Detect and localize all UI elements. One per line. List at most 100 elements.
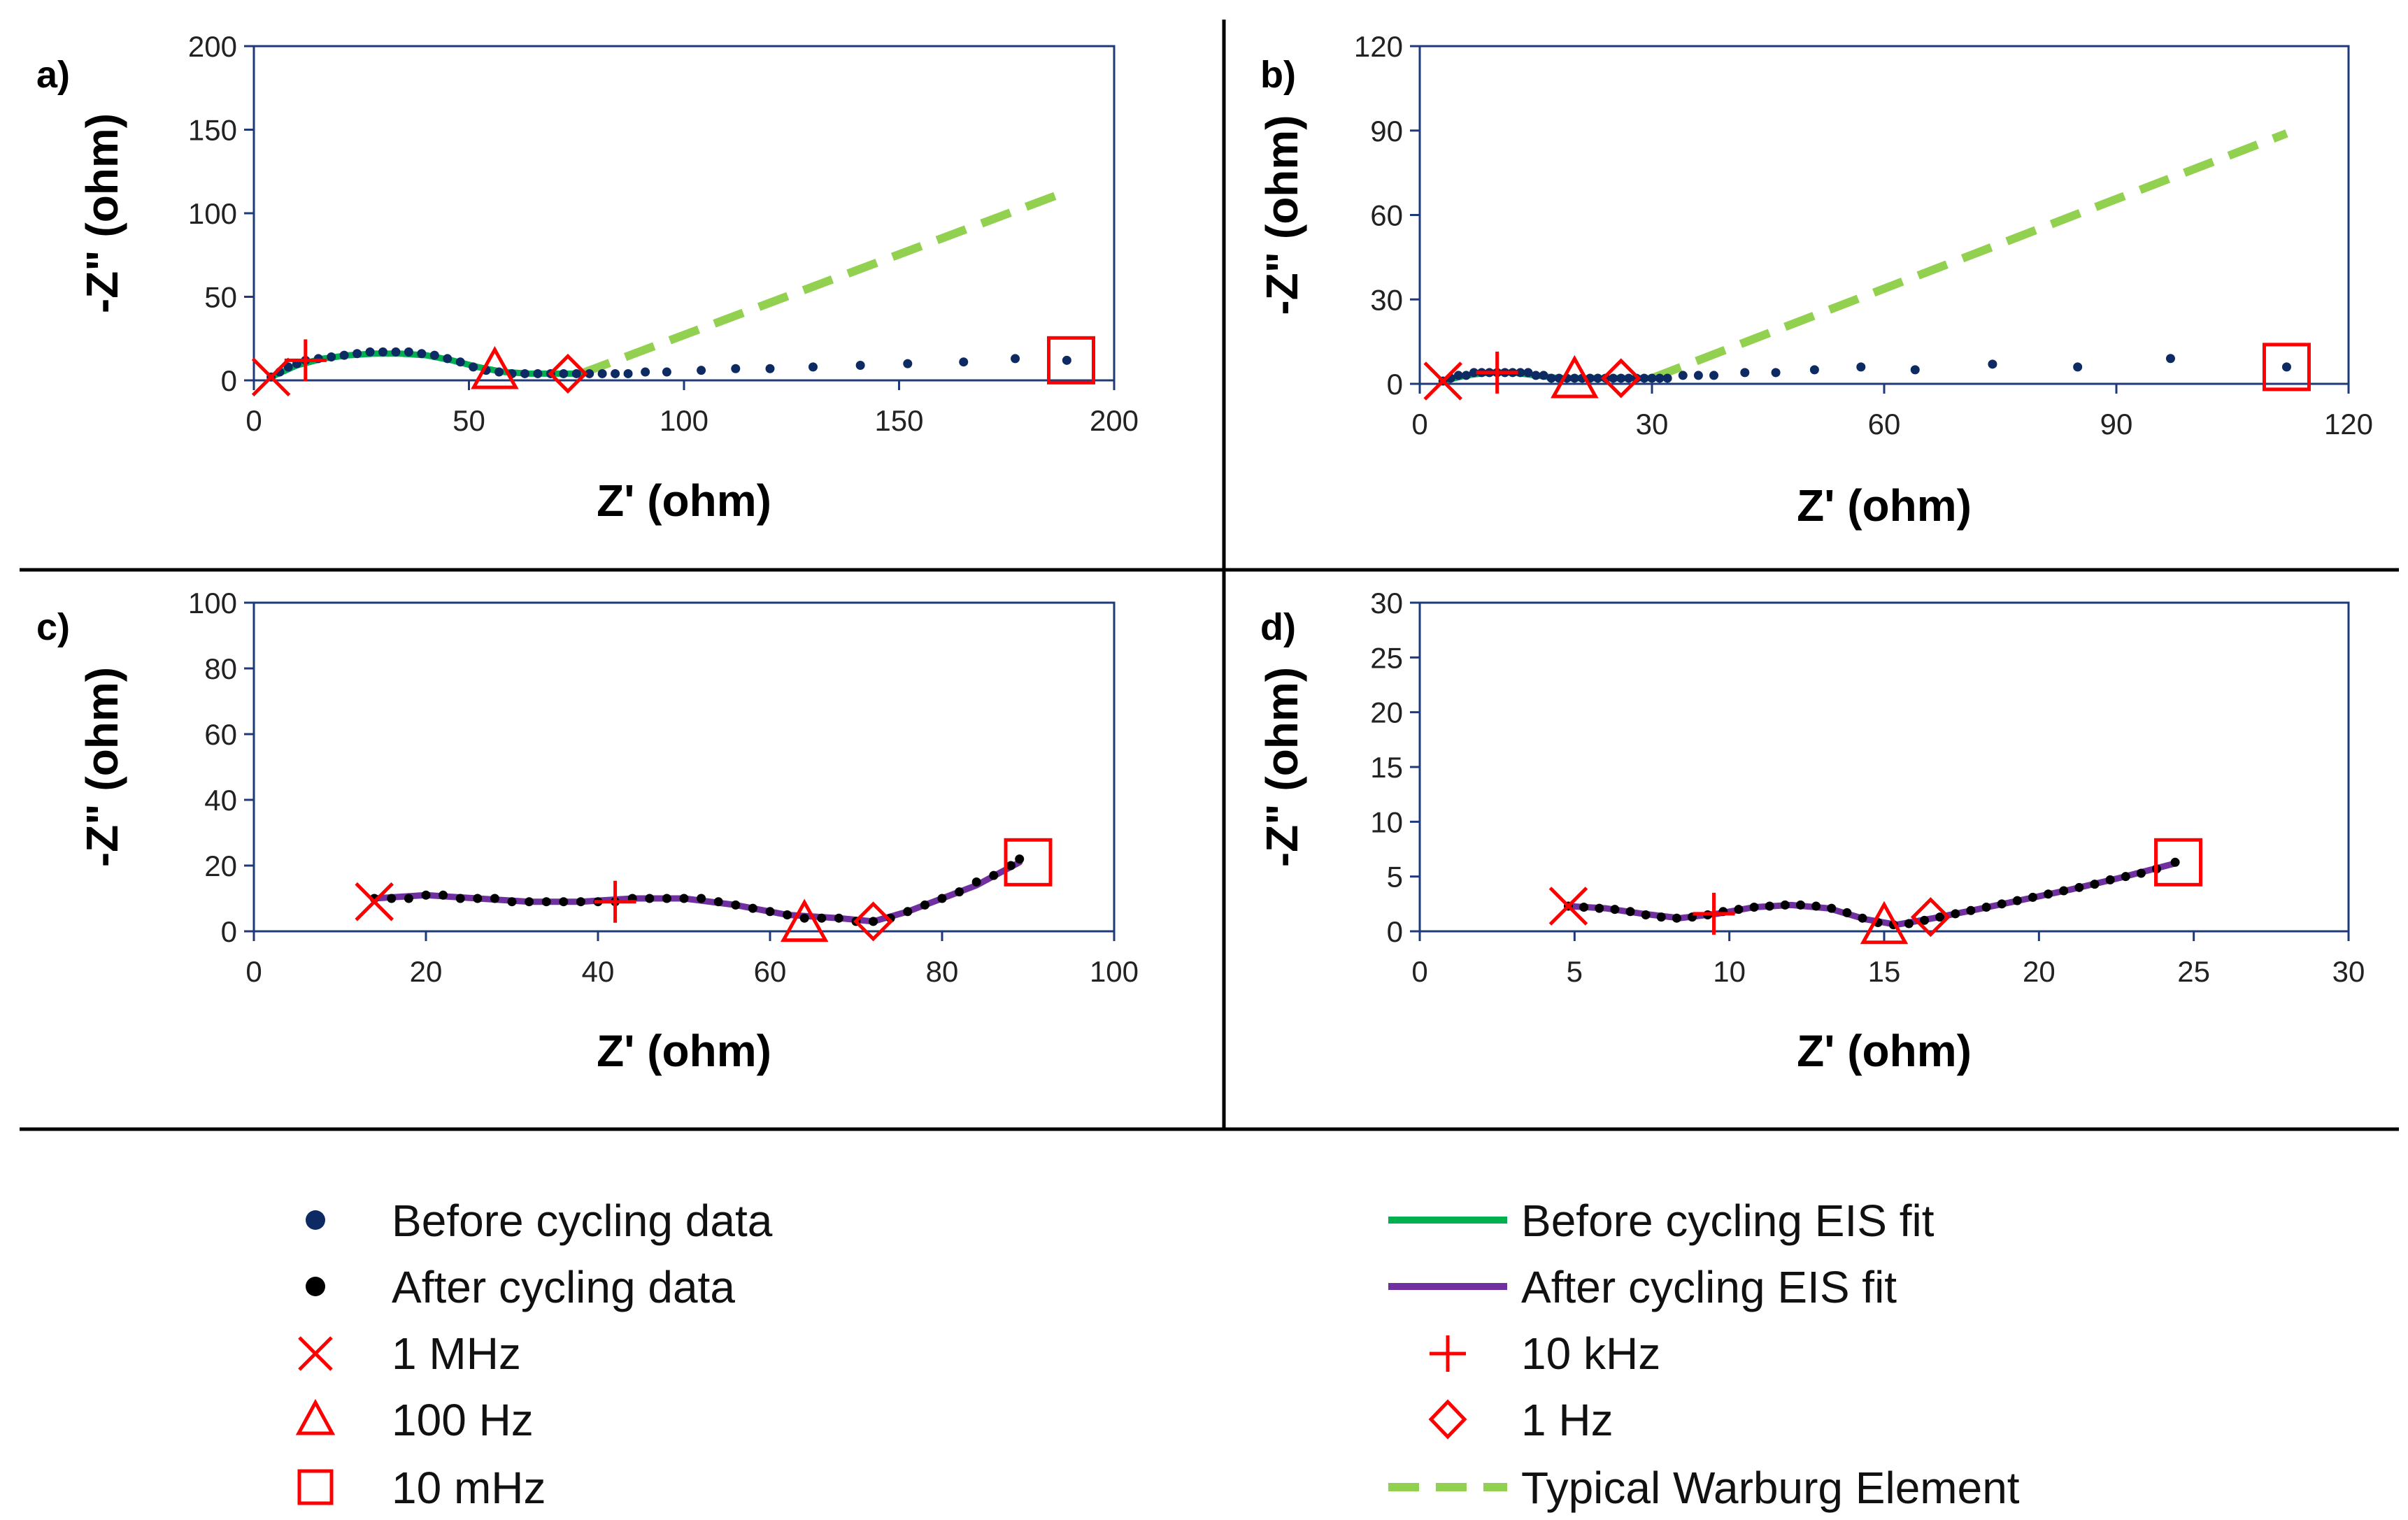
marker-100hz-b bbox=[1551, 354, 1599, 399]
data-point-b-24 bbox=[1624, 373, 1634, 383]
data-point-d-28 bbox=[1997, 899, 2007, 909]
x-tick-label-d-5: 25 bbox=[2177, 955, 2210, 988]
data-point-c-20 bbox=[713, 897, 723, 907]
data-point-a-19 bbox=[494, 367, 504, 377]
data-series-a bbox=[266, 347, 1071, 382]
marker-10mhz-c bbox=[1004, 838, 1053, 887]
legend-after-fit-label: After cycling EIS fit bbox=[1521, 1262, 1897, 1312]
data-point-d-14 bbox=[1780, 900, 1790, 910]
x-tick-label-d-3: 15 bbox=[1868, 955, 1901, 988]
panel-b: 0 30 60 90 120 0 30 60 90 120 b) Z' (ohm) -Z" (ohm) bbox=[1257, 30, 2373, 531]
x-tick-label-c-2: 40 bbox=[582, 955, 615, 988]
x-tick-label-a-4: 200 bbox=[1090, 404, 1139, 437]
x-tick-label-b-1: 30 bbox=[1636, 408, 1669, 440]
data-point-a-13 bbox=[417, 349, 427, 359]
data-point-a-31 bbox=[662, 367, 671, 377]
y-tick-label-b-4: 120 bbox=[1354, 30, 1403, 63]
data-point-a-30 bbox=[641, 367, 650, 377]
data-point-b-28 bbox=[1655, 373, 1665, 383]
data-point-a-38 bbox=[959, 357, 969, 367]
panel-label-d: d) bbox=[1260, 606, 1296, 648]
y-tick-label-a-1: 50 bbox=[204, 281, 237, 314]
data-point-d-23 bbox=[1920, 915, 1930, 925]
x-tick-label-a-3: 150 bbox=[874, 404, 923, 437]
data-point-a-27 bbox=[597, 368, 607, 378]
data-point-c-38 bbox=[1015, 854, 1025, 864]
x-axis-title-c: Z' (ohm) bbox=[597, 1026, 771, 1076]
legend: Before cycling data After cycling data 1… bbox=[295, 1196, 2020, 1513]
data-point-d-1 bbox=[1579, 903, 1589, 912]
y-tick-label-a-3: 150 bbox=[188, 114, 237, 147]
data-point-c-36 bbox=[989, 870, 999, 880]
data-point-c-22 bbox=[748, 903, 757, 913]
y-tick-label-c-5: 100 bbox=[188, 587, 237, 619]
marker-100hz-a bbox=[471, 345, 519, 389]
marker-100hz-d bbox=[1860, 901, 1909, 945]
data-point-c-19 bbox=[697, 894, 706, 903]
data-point-c-11 bbox=[559, 897, 569, 907]
x-tick-label-a-1: 50 bbox=[453, 404, 485, 437]
legend-10mhz-square-icon bbox=[297, 1469, 334, 1505]
legend-10khz-label: 10 kHz bbox=[1521, 1328, 1660, 1379]
data-point-a-17 bbox=[469, 362, 478, 372]
marker-1mhz-stroke-b-a bbox=[251, 357, 291, 396]
x-tick-label-b-4: 120 bbox=[2324, 408, 2373, 440]
data-point-b-17 bbox=[1569, 373, 1579, 383]
data-point-b-3 bbox=[1461, 371, 1471, 380]
y-axis-title-d: -Z" (ohm) bbox=[1257, 667, 1307, 867]
marker-10mhz-b bbox=[2262, 343, 2311, 392]
data-point-c-37 bbox=[1006, 861, 1016, 870]
data-point-c-23 bbox=[765, 907, 775, 917]
data-point-c-27 bbox=[834, 913, 843, 923]
data-point-a-33 bbox=[731, 364, 741, 373]
data-point-d-27 bbox=[1981, 903, 1991, 912]
data-point-c-9 bbox=[525, 897, 534, 907]
marker-10khz-b bbox=[1476, 351, 1518, 394]
x-axis-title-b: Z' (ohm) bbox=[1797, 480, 1972, 531]
y-tick-label-a-4: 200 bbox=[188, 30, 237, 63]
legend-before-fit-label: Before cycling EIS fit bbox=[1521, 1196, 1935, 1246]
x-tick-label-d-6: 30 bbox=[2332, 955, 2365, 988]
data-series-b bbox=[1438, 354, 2291, 386]
warburg-line-b bbox=[1650, 129, 2288, 382]
data-point-c-25 bbox=[799, 913, 809, 923]
data-point-d-34 bbox=[2090, 880, 2100, 889]
legend-1mhz-label: 1 MHz bbox=[392, 1328, 521, 1379]
x-tick-label-b-2: 60 bbox=[1868, 408, 1901, 440]
data-point-b-10 bbox=[1516, 368, 1525, 378]
legend-before-data-swatch bbox=[306, 1210, 325, 1230]
data-point-a-16 bbox=[455, 357, 465, 367]
data-point-d-17 bbox=[1827, 903, 1837, 913]
data-point-c-1 bbox=[387, 894, 397, 903]
y-tick-label-d-1: 5 bbox=[1387, 861, 1403, 894]
data-point-a-8 bbox=[352, 349, 362, 359]
data-point-c-31 bbox=[903, 907, 913, 917]
data-point-b-34 bbox=[1771, 368, 1781, 378]
data-point-c-2 bbox=[404, 894, 413, 903]
data-point-d-35 bbox=[2105, 875, 2115, 884]
data-point-b-36 bbox=[1856, 362, 1866, 372]
data-point-a-39 bbox=[1011, 354, 1020, 364]
data-point-c-17 bbox=[662, 894, 671, 903]
data-point-a-36 bbox=[855, 360, 865, 370]
data-point-d-6 bbox=[1656, 912, 1666, 922]
y-tick-label-d-5: 25 bbox=[1370, 641, 1403, 674]
legend-100hz-triangle-icon bbox=[295, 1398, 336, 1435]
panel-c: 0 20 40 60 80 100 0 20 40 60 80 100 c) Z' (ohm) -Z" (o… bbox=[36, 587, 1139, 1076]
x-tick-label-d-0: 0 bbox=[1411, 955, 1427, 988]
data-point-c-32 bbox=[920, 900, 929, 910]
data-point-d-32 bbox=[2059, 886, 2069, 896]
data-point-d-31 bbox=[2044, 889, 2053, 899]
data-point-d-24 bbox=[1935, 912, 1945, 922]
marker-1hz-b bbox=[1601, 358, 1641, 399]
data-point-c-18 bbox=[679, 894, 689, 903]
data-point-c-3 bbox=[421, 890, 431, 900]
y-tick-label-d-3: 15 bbox=[1370, 751, 1403, 784]
plot-frame-b bbox=[1418, 45, 2350, 385]
data-point-a-2 bbox=[283, 362, 293, 372]
data-point-b-11 bbox=[1523, 368, 1533, 378]
x-tick-label-c-4: 80 bbox=[926, 955, 959, 988]
data-point-d-4 bbox=[1625, 907, 1635, 917]
data-point-b-37 bbox=[1910, 365, 1920, 375]
